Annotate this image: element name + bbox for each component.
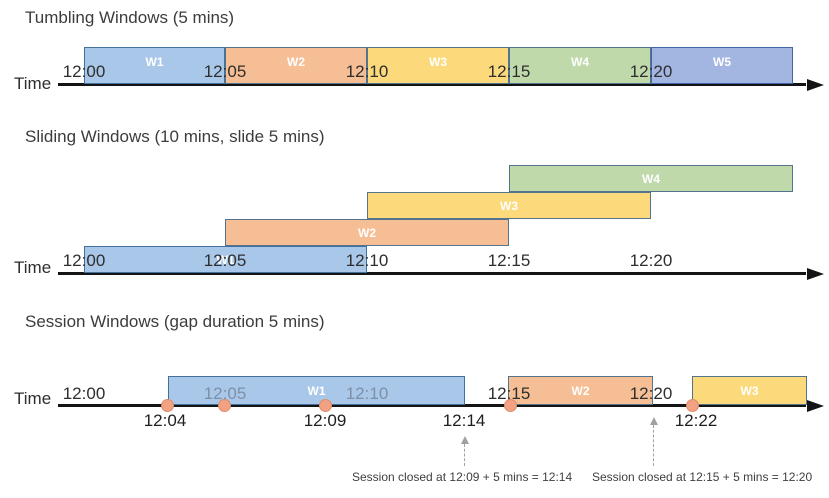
timeline-arrowhead-session bbox=[807, 399, 824, 412]
timeline-tumbling bbox=[58, 83, 806, 86]
window-label-session-w2: W2 bbox=[571, 384, 590, 398]
tick-label-tumbling-1215: 12:15 bbox=[487, 62, 531, 81]
event-dot-1215 bbox=[503, 398, 517, 412]
callout-dashed-arrow-1 bbox=[460, 436, 470, 466]
event-label-1209: 12:09 bbox=[303, 411, 347, 430]
timeline-session bbox=[58, 404, 806, 407]
window-box-sliding-w4 bbox=[509, 165, 793, 192]
tick-label-session-1215: 12:15 bbox=[487, 384, 531, 403]
time-axis-label-session: Time bbox=[14, 389, 52, 408]
window-label-tumbling-w1: W1 bbox=[145, 55, 164, 69]
window-label-tumbling-w3: W3 bbox=[429, 55, 447, 69]
event-label-1214: 12:14 bbox=[442, 411, 486, 430]
window-label-sliding-w3: W3 bbox=[500, 199, 518, 213]
timeline-arrowhead-tumbling bbox=[807, 78, 824, 91]
tick-label-sliding-1205: 12:05 bbox=[203, 251, 247, 270]
section-title-session: Session Windows (gap duration 5 mins) bbox=[25, 312, 325, 331]
tick-label-tumbling-1205: 12:05 bbox=[203, 62, 247, 81]
section-title-tumbling: Tumbling Windows (5 mins) bbox=[25, 8, 235, 27]
tick-label-session-1220: 12:20 bbox=[629, 384, 673, 403]
tick-label-sliding-1200: 12:00 bbox=[62, 251, 106, 270]
time-axis-label-tumbling: Time bbox=[14, 74, 52, 93]
session-closed-annotation-2: Session closed at 12:15 + 5 mins = 12:20 bbox=[592, 470, 813, 484]
window-box-session-w2 bbox=[508, 376, 653, 405]
tick-label-tumbling-1200: 12:00 bbox=[62, 62, 106, 81]
window-label-tumbling-w2: W2 bbox=[287, 55, 305, 69]
window-label-sliding-w2: W2 bbox=[358, 226, 376, 240]
window-box-tumbling-w5 bbox=[651, 47, 793, 84]
tick-label-session-1200: 12:00 bbox=[62, 384, 106, 403]
timeline-arrowhead-sliding bbox=[807, 267, 824, 280]
event-dot-1209 bbox=[318, 398, 332, 412]
event-label-1204: 12:04 bbox=[143, 411, 187, 430]
tick-label-sliding-1210: 12:10 bbox=[345, 251, 389, 270]
session-closed-annotation-1: Session closed at 12:09 + 5 mins = 12:14 bbox=[352, 470, 573, 484]
tick-label-session-1205: 12:05 bbox=[203, 384, 247, 403]
event-label-1222: 12:22 bbox=[674, 411, 718, 430]
window-box-tumbling-w2 bbox=[225, 47, 367, 84]
time-axis-label-sliding: Time bbox=[14, 258, 52, 277]
window-label-tumbling-w4: W4 bbox=[571, 55, 589, 69]
window-box-tumbling-w4 bbox=[509, 47, 651, 84]
window-box-sliding-w2 bbox=[225, 219, 509, 246]
window-box-sliding-w1 bbox=[84, 246, 367, 273]
window-box-session-w3 bbox=[692, 376, 807, 405]
window-label-sliding-w1: W1 bbox=[216, 253, 235, 267]
window-box-tumbling-w3 bbox=[367, 47, 509, 84]
event-dot-1204 bbox=[160, 398, 174, 412]
event-dot-1222 bbox=[685, 398, 699, 412]
window-label-tumbling-w5: W5 bbox=[713, 55, 731, 69]
section-title-sliding: Sliding Windows (10 mins, slide 5 mins) bbox=[25, 127, 325, 146]
callout-arrowhead-icon-2 bbox=[650, 417, 658, 425]
window-box-sliding-w3 bbox=[367, 192, 651, 219]
callout-arrow-tail-2 bbox=[653, 425, 654, 466]
tick-label-tumbling-1210: 12:10 bbox=[345, 62, 389, 81]
callout-dashed-arrow-2 bbox=[649, 417, 659, 466]
window-label-session-w1: W1 bbox=[307, 384, 326, 398]
window-label-session-w3: W3 bbox=[740, 384, 759, 398]
tick-label-sliding-1220: 12:20 bbox=[629, 251, 673, 270]
timeline-sliding bbox=[58, 272, 806, 275]
callout-arrowhead-icon-1 bbox=[461, 436, 469, 444]
callout-arrow-tail-1 bbox=[464, 444, 465, 466]
window-label-sliding-w4: W4 bbox=[642, 172, 660, 186]
window-box-session-w1 bbox=[168, 376, 465, 405]
tick-label-sliding-1215: 12:15 bbox=[487, 251, 531, 270]
window-box-tumbling-w1 bbox=[84, 47, 225, 84]
tick-label-tumbling-1220: 12:20 bbox=[629, 62, 673, 81]
tick-label-session-1210: 12:10 bbox=[345, 384, 389, 403]
event-dot-1205 bbox=[217, 398, 231, 412]
